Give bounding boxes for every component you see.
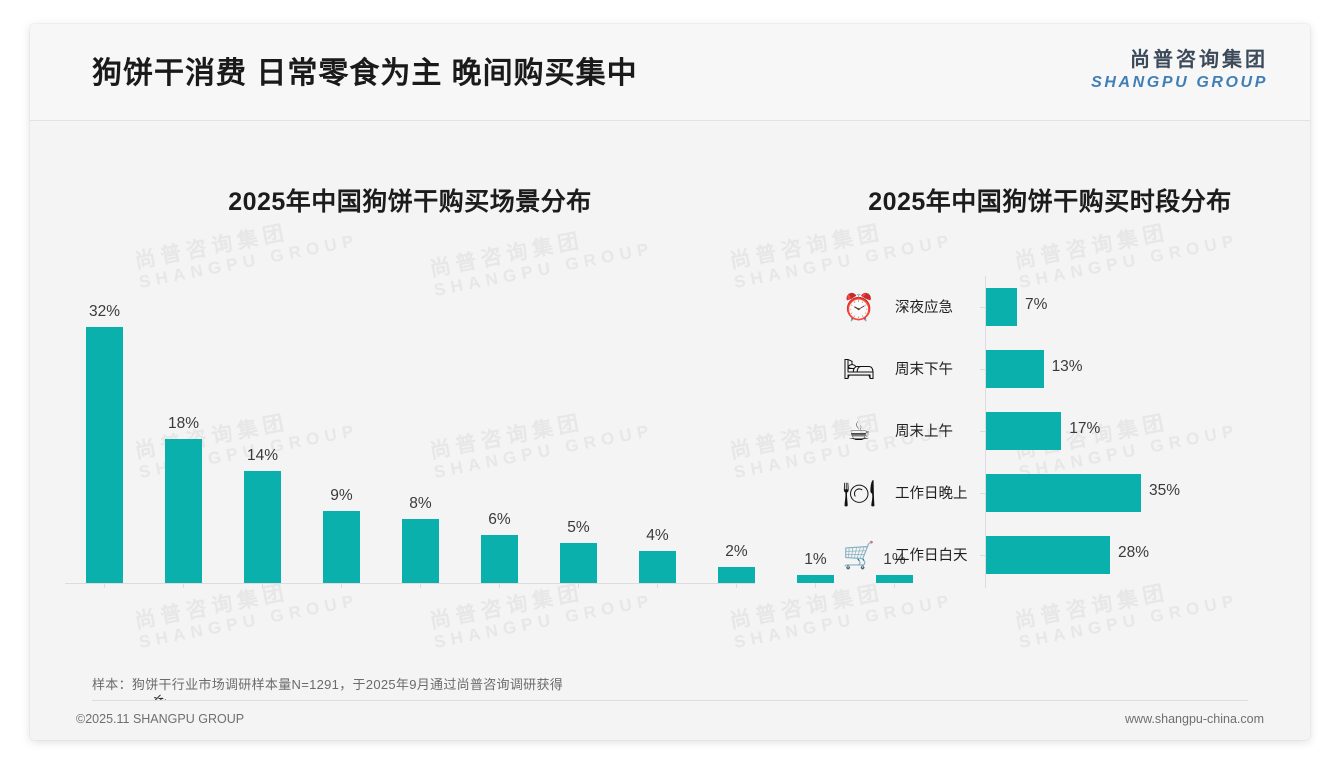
bar-value-label: 9% bbox=[330, 487, 353, 504]
x-axis-tick bbox=[420, 583, 421, 588]
bar-value-label: 2% bbox=[725, 543, 748, 560]
slide-card: 狗饼干消费 日常零食为主 晚间购买集中 尚普咨询集团 SHANGPU GROUP… bbox=[30, 24, 1310, 740]
bar[interactable] bbox=[560, 543, 597, 583]
bar-group: 32% bbox=[65, 283, 144, 588]
chart-panel-scenes: 2025年中国狗饼干购买场景分布 32%日常零食补充18%训练奖励14%外出携带… bbox=[30, 120, 940, 740]
y-axis-tick bbox=[980, 369, 985, 370]
y-axis-tick bbox=[980, 555, 985, 556]
bar-value-label: 1% bbox=[804, 551, 827, 568]
x-axis-tick bbox=[341, 583, 342, 588]
bar[interactable] bbox=[402, 519, 439, 583]
bar-row: 🛏 周末下午 13% bbox=[842, 338, 1305, 400]
y-axis-line bbox=[985, 276, 986, 588]
bar-group: 4% bbox=[618, 283, 697, 588]
bar-row: ⏰ 深夜应急 7% bbox=[843, 276, 1305, 338]
bar-group: 18% bbox=[144, 283, 223, 588]
bar-value-label: 32% bbox=[88, 303, 121, 320]
category-label: 周末上午 bbox=[895, 424, 953, 440]
category-label: 工作日白天 bbox=[895, 548, 968, 564]
bar[interactable] bbox=[986, 288, 1017, 326]
bar-value-label: 28% bbox=[1118, 544, 1150, 561]
bar-value-label: 14% bbox=[246, 447, 279, 464]
logo-chinese-text: 尚普咨询集团 bbox=[1130, 49, 1268, 71]
bar-group: 8% bbox=[381, 283, 460, 588]
x-axis-tick bbox=[262, 583, 263, 588]
bar-group: 14% bbox=[223, 283, 302, 588]
bar-value-label: 6% bbox=[488, 511, 511, 528]
x-axis-tick bbox=[104, 583, 105, 588]
bar[interactable] bbox=[876, 575, 913, 583]
bar[interactable] bbox=[797, 575, 834, 583]
alarm-clock-icon: ⏰ bbox=[842, 292, 876, 322]
horizontal-bar-chart: ⏰ 深夜应急 7% 🛏 周末下午 13% ☕ 周末上午 17% 🍽 工作日晚上 35% 🛒 工作日白天 28… bbox=[842, 276, 1285, 588]
bar-row: 🍽 工作日晚上 35% bbox=[842, 462, 1305, 524]
bar-row: ☕ 周末上午 17% bbox=[847, 400, 1305, 462]
bar-group: 5% bbox=[539, 283, 618, 588]
bar-group: 1% bbox=[776, 283, 855, 588]
bar-value-label: 35% bbox=[1149, 482, 1181, 499]
bar[interactable] bbox=[718, 567, 755, 583]
logo-english-text: SHANGPU GROUP bbox=[1091, 74, 1268, 91]
category-label: 工作日晚上 bbox=[895, 486, 968, 502]
chart-panel-timeslots: 2025年中国狗饼干购买时段分布 ⏰ 深夜应急 7% 🛏 周末下午 13% ☕ 周末上午 17%… bbox=[790, 120, 1310, 680]
bar[interactable] bbox=[244, 471, 281, 583]
bed-icon: 🛏 bbox=[842, 354, 876, 384]
bar[interactable] bbox=[86, 327, 123, 583]
bar[interactable] bbox=[986, 474, 1141, 512]
bar[interactable] bbox=[481, 535, 518, 583]
mug-icon: ☕ bbox=[847, 416, 871, 446]
bar-value-label: 1% bbox=[883, 551, 906, 568]
footer-website[interactable]: www.shangpu-china.com bbox=[1125, 712, 1264, 726]
category-label: 深夜应急 bbox=[895, 300, 953, 316]
shopping-cart-icon: 🛒 bbox=[842, 540, 876, 570]
chart-title-scenes: 2025年中国狗饼干购买场景分布 bbox=[228, 188, 592, 216]
slide-header: 狗饼干消费 日常零食为主 晚间购买集中 尚普咨询集团 SHANGPU GROUP bbox=[30, 24, 1310, 121]
y-axis-tick bbox=[980, 493, 985, 494]
plate-cutlery-icon: 🍽 bbox=[842, 478, 876, 508]
bar-row: 🛒 工作日白天 28% bbox=[843, 524, 1305, 586]
bar-value-label: 4% bbox=[646, 527, 669, 544]
charts-board: 尚普咨询集团 SHANGPU GROUP 尚普咨询集团 SHANGPU GROUP 尚普… bbox=[30, 120, 1310, 740]
chart-title-timeslots: 2025年中国狗饼干购买时段分布 bbox=[868, 188, 1232, 216]
page-title: 狗饼干消费 日常零食为主 晚间购买集中 bbox=[92, 57, 638, 90]
y-axis-tick bbox=[980, 307, 985, 308]
source-note: 样本：狗饼干行业市场调研样本量N=1291，于2025年9月通过尚普咨询调研获得 bbox=[92, 677, 564, 692]
bar-value-label: 8% bbox=[409, 495, 432, 512]
bar-value-label: 13% bbox=[1051, 358, 1083, 375]
bar-group: 2% bbox=[697, 283, 776, 588]
x-axis-tick bbox=[499, 583, 500, 588]
x-axis-tick bbox=[578, 583, 579, 588]
y-axis-tick bbox=[980, 431, 985, 432]
bar[interactable] bbox=[986, 536, 1110, 574]
bar[interactable] bbox=[986, 412, 1062, 450]
x-axis-tick bbox=[894, 583, 895, 588]
note-divider bbox=[92, 700, 1248, 701]
bar-value-label: 5% bbox=[567, 519, 590, 536]
category-label: 周末下午 bbox=[895, 362, 953, 378]
vertical-bar-chart: 32%日常零食补充18%训练奖励14%外出携带9%节日礼物8%健康调理6%美容后… bbox=[65, 278, 940, 740]
bar-value-label: 7% bbox=[1025, 296, 1048, 313]
bar-group: 9% bbox=[302, 283, 381, 588]
x-axis-tick bbox=[815, 583, 816, 588]
bar-group: 1% bbox=[855, 283, 934, 588]
bar-group: 6% bbox=[460, 283, 539, 588]
bar[interactable] bbox=[639, 551, 676, 583]
bar[interactable] bbox=[986, 350, 1044, 388]
x-axis-tick bbox=[183, 583, 184, 588]
footer-copyright: ©2025.11 SHANGPU GROUP bbox=[76, 712, 245, 726]
bar[interactable] bbox=[165, 439, 202, 583]
x-axis-line bbox=[65, 583, 755, 584]
slide-footer: ©2025.11 SHANGPU GROUP www.shangpu-china… bbox=[30, 701, 1310, 740]
x-axis-tick bbox=[657, 583, 658, 588]
brand-logo: 尚普咨询集团 SHANGPU GROUP bbox=[1091, 50, 1268, 91]
bar-value-label: 18% bbox=[167, 415, 200, 432]
bar-value-label: 17% bbox=[1069, 420, 1101, 437]
bar[interactable] bbox=[323, 511, 360, 583]
x-axis-tick bbox=[736, 583, 737, 588]
